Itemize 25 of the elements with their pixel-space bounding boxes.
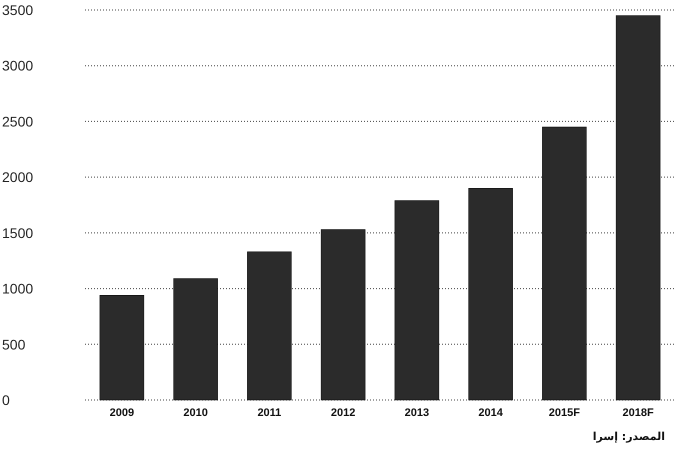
x-tick-label: 2009 [110,407,134,419]
x-tick-label: 2014 [478,407,504,419]
x-tick-label: 2011 [257,407,282,419]
bar [320,229,366,400]
bar [542,126,587,400]
text: المصدر: إسرا [592,430,665,443]
y-tick-label: 0 [2,392,10,408]
bar [468,188,513,400]
y-tick-label: 1500 [2,224,34,241]
x-tick-label: 2015F [548,407,580,419]
x-tick-label: 2013 [404,407,430,419]
y-tick-label: 3000 [2,58,34,74]
y-tick-label: 1000 [2,280,34,297]
y-tick-label: 2500 [2,113,34,130]
bar [247,252,292,400]
x-tick-label: 2012 [330,407,356,419]
y-tick-label: 500 [2,336,26,352]
bar [173,278,218,400]
bar [100,295,144,400]
x-tick-label: 2010 [183,407,208,419]
y-tick-label: 2000 [2,169,34,186]
y-tick-label: 3500 [2,2,34,18]
x-tick-label: 2018F [622,407,654,419]
bar [616,15,660,400]
bar [394,200,440,400]
